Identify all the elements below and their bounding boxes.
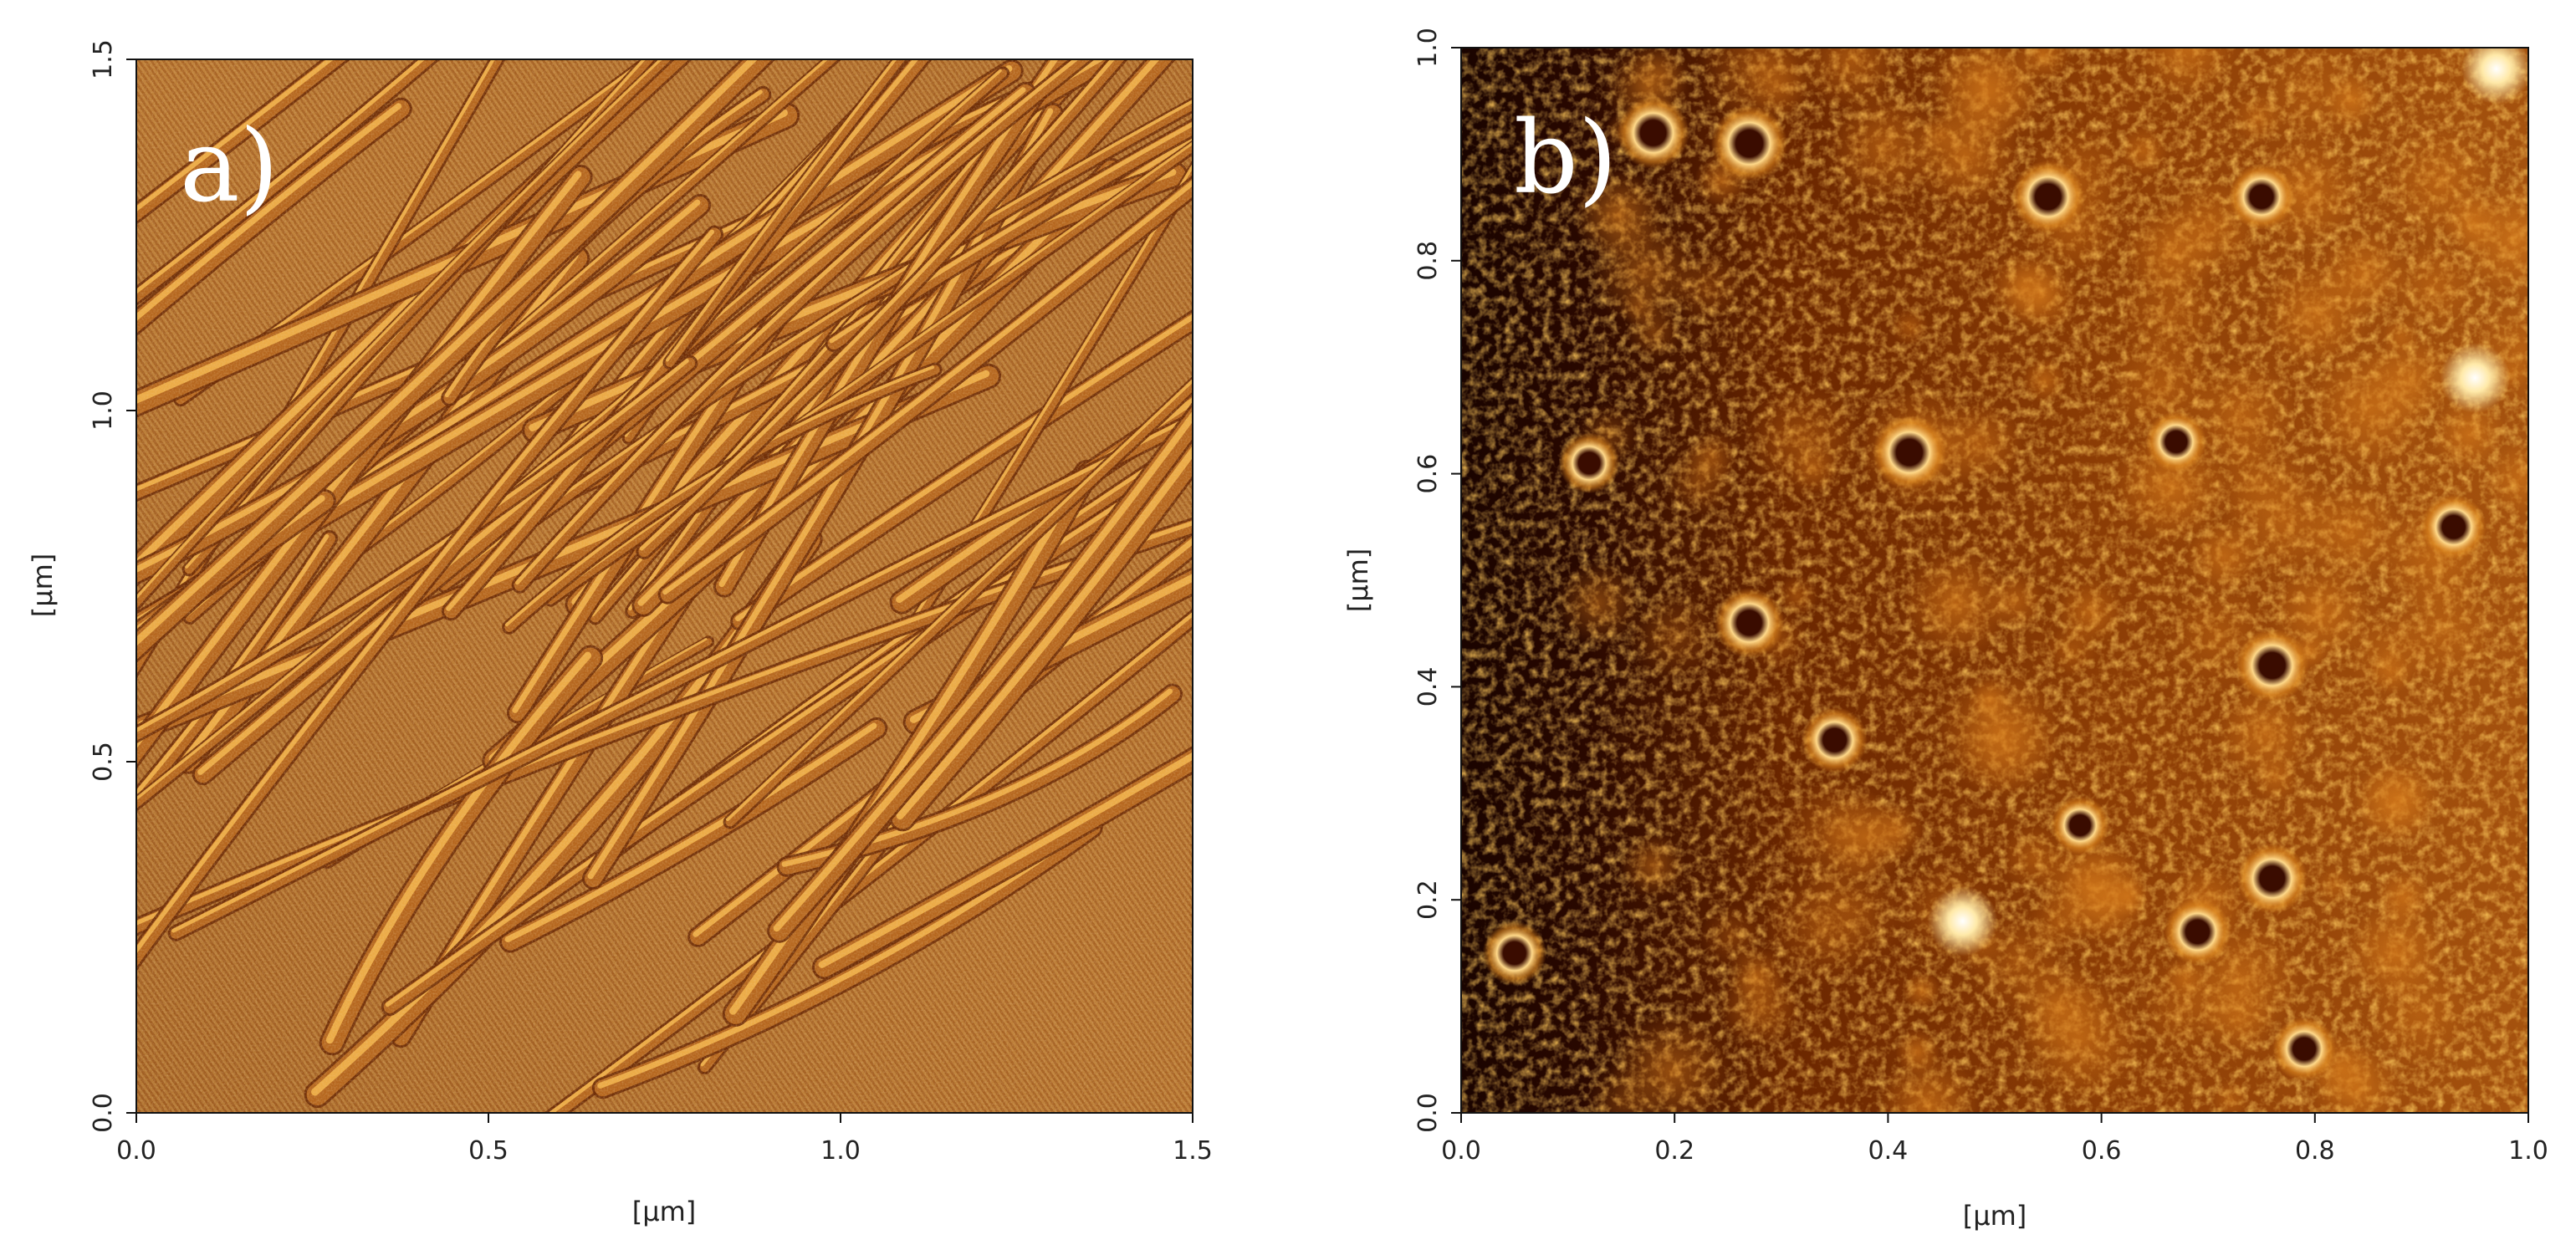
panel-b-x-axis-label: [µm] — [1963, 1200, 2027, 1232]
panel-a-x-tick-label: 1.0 — [820, 1136, 861, 1166]
panel-b-x-tick-label: 1.0 — [2508, 1136, 2548, 1166]
panel-a-axes: 0.0 0.5 1.0 1.5 0.0 0.5 1.0 1.5 — [89, 39, 1213, 1166]
panel-b-axes: 0.0 0.2 0.4 0.6 0.8 1.0 0.0 0.2 0.4 0.6 0.8 1.0 — [1413, 28, 2548, 1166]
panel-b-y-tick-label: 0.0 — [1413, 1093, 1443, 1133]
panel-a-x-tick-label: 0.0 — [116, 1136, 156, 1166]
panel-b-x-tick-label: 0.6 — [2082, 1136, 2122, 1166]
panel-b-y-tick-label: 1.0 — [1413, 28, 1443, 68]
panel-b-x-tick-label: 0.0 — [1441, 1136, 1481, 1166]
panel-b-y-axis-label: [µm] — [1342, 548, 1374, 613]
panel-a-label: a) — [180, 109, 279, 225]
panel-b-y-tick-label: 0.6 — [1413, 454, 1443, 494]
panel-a-y-axis-label: [µm] — [27, 554, 59, 618]
panel-a-x-axis-label: [µm] — [632, 1196, 697, 1227]
panel-b-y-tick-label: 0.8 — [1413, 241, 1443, 281]
panel-b-y-tick-label: 0.4 — [1413, 667, 1443, 707]
panel-a-y-tick-label: 1.0 — [89, 390, 118, 431]
panel-a-y-tick-label: 1.5 — [89, 39, 118, 79]
panel-b-x-tick-label: 0.8 — [2295, 1136, 2335, 1166]
panel-a: a) 0.0 0.5 1.0 1.5 0.0 0.5 1.0 1.5 [µm] [µm] — [27, 39, 1213, 1227]
panel-a-x-tick-label: 1.5 — [1173, 1136, 1213, 1166]
panel-b-y-tick-label: 0.2 — [1413, 880, 1443, 920]
panel-b-x-tick-label: 0.4 — [1868, 1136, 1909, 1166]
panel-a-image — [136, 59, 1193, 1113]
panel-b: b) 0.0 0.2 0.4 0.6 0.8 1.00.00.20.40.60.81.0 … — [1342, 28, 2548, 1232]
panel-a-frame — [135, 59, 1193, 1114]
panel-b-label: b) — [1514, 100, 1618, 217]
panel-a-y-tick-label: 0.0 — [89, 1093, 118, 1133]
panel-b-frame — [1460, 47, 2529, 1114]
panel-a-y-tick-label: 0.5 — [89, 742, 118, 782]
panel-a-x-tick-label: 0.5 — [468, 1136, 509, 1166]
panel-b-image — [1461, 48, 2528, 1113]
panel-b-x-tick-label: 0.2 — [1654, 1136, 1694, 1166]
